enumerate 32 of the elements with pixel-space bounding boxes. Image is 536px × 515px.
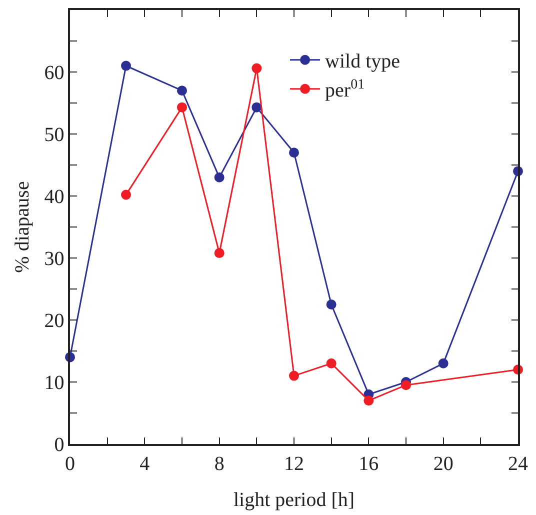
- y-tick-label: 0: [54, 434, 64, 456]
- point: [121, 60, 131, 71]
- point: [401, 380, 411, 390]
- point: [214, 172, 224, 182]
- point: [326, 300, 336, 310]
- point: [364, 396, 374, 406]
- point: [438, 358, 448, 368]
- y-tick-label: 30: [44, 248, 64, 270]
- point: [177, 102, 187, 112]
- point: [326, 358, 336, 368]
- x-tick-label: 12: [284, 452, 304, 475]
- y-tick-label: 60: [44, 62, 64, 84]
- point: [289, 148, 299, 158]
- point: [121, 190, 131, 200]
- x-tick-label: 16: [358, 452, 379, 475]
- y-tick-label: 10: [44, 372, 64, 394]
- legend-label: per$^{01}$: [325, 77, 365, 102]
- x-tick-label: 24: [508, 452, 528, 475]
- y-tick-label: 50: [44, 124, 64, 146]
- point: [252, 63, 262, 74]
- point: [214, 248, 224, 258]
- point: [289, 370, 299, 381]
- point: [177, 86, 187, 96]
- x-tick-label: 4: [140, 452, 150, 475]
- x-tick-label: 20: [433, 452, 454, 475]
- point: [252, 102, 262, 112]
- y-tick-label: 40: [44, 186, 64, 208]
- y-tick-label: 20: [44, 310, 64, 332]
- y-axis-title: % diapause: [11, 181, 34, 273]
- x-axis-title: light period [h]: [233, 488, 355, 511]
- legend-label: wild type: [325, 50, 400, 73]
- x-tick-label: 8: [214, 452, 224, 475]
